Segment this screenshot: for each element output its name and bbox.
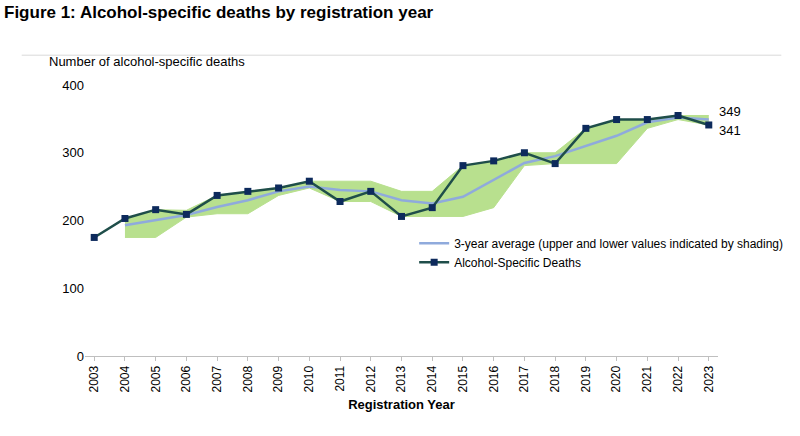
svg-text:0: 0 bbox=[77, 349, 84, 364]
svg-text:Number of alcohol-specific dea: Number of alcohol-specific deaths bbox=[49, 54, 245, 69]
svg-text:2008: 2008 bbox=[241, 365, 255, 392]
svg-text:2005: 2005 bbox=[149, 365, 163, 392]
svg-text:Figure 1: Alcohol-specific dea: Figure 1: Alcohol-specific deaths by reg… bbox=[4, 3, 434, 22]
svg-text:200: 200 bbox=[62, 213, 84, 228]
svg-text:2015: 2015 bbox=[456, 365, 470, 392]
svg-text:341: 341 bbox=[719, 123, 741, 138]
svg-text:300: 300 bbox=[62, 145, 84, 160]
svg-text:2023: 2023 bbox=[702, 365, 716, 392]
svg-text:400: 400 bbox=[62, 78, 84, 93]
svg-text:2004: 2004 bbox=[118, 365, 132, 392]
svg-text:2019: 2019 bbox=[579, 365, 593, 392]
svg-text:2018: 2018 bbox=[548, 365, 562, 392]
svg-text:2022: 2022 bbox=[671, 365, 685, 392]
svg-text:2012: 2012 bbox=[364, 365, 378, 392]
svg-text:2006: 2006 bbox=[179, 365, 193, 392]
svg-text:2020: 2020 bbox=[610, 365, 624, 392]
svg-text:2021: 2021 bbox=[640, 365, 654, 392]
svg-text:2007: 2007 bbox=[210, 365, 224, 392]
svg-text:Registration Year: Registration Year bbox=[348, 397, 455, 412]
svg-text:2011: 2011 bbox=[333, 365, 347, 391]
svg-text:2017: 2017 bbox=[517, 365, 531, 392]
svg-text:3-year average (upper and lowe: 3-year average (upper and lower values i… bbox=[454, 237, 783, 251]
svg-text:2014: 2014 bbox=[425, 365, 439, 392]
svg-text:100: 100 bbox=[62, 281, 84, 296]
svg-text:2003: 2003 bbox=[87, 365, 101, 392]
svg-text:349: 349 bbox=[719, 104, 741, 119]
svg-text:2010: 2010 bbox=[302, 365, 316, 392]
svg-text:2013: 2013 bbox=[394, 365, 408, 392]
svg-text:2016: 2016 bbox=[487, 365, 501, 392]
svg-text:Alcohol-Specific Deaths: Alcohol-Specific Deaths bbox=[454, 256, 581, 270]
svg-text:2009: 2009 bbox=[271, 365, 285, 392]
